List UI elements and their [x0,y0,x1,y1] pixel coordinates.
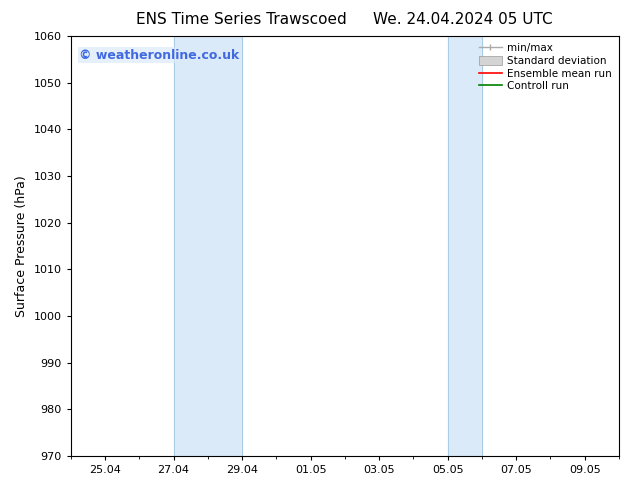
Text: © weatheronline.co.uk: © weatheronline.co.uk [79,49,239,62]
Bar [448,36,482,456]
Legend: min/max, Standard deviation, Ensemble mean run, Controll run: min/max, Standard deviation, Ensemble me… [477,41,614,93]
Bar [174,36,242,456]
Text: ENS Time Series Trawscoed: ENS Time Series Trawscoed [136,12,346,27]
Y-axis label: Surface Pressure (hPa): Surface Pressure (hPa) [15,175,28,317]
Text: We. 24.04.2024 05 UTC: We. 24.04.2024 05 UTC [373,12,553,27]
